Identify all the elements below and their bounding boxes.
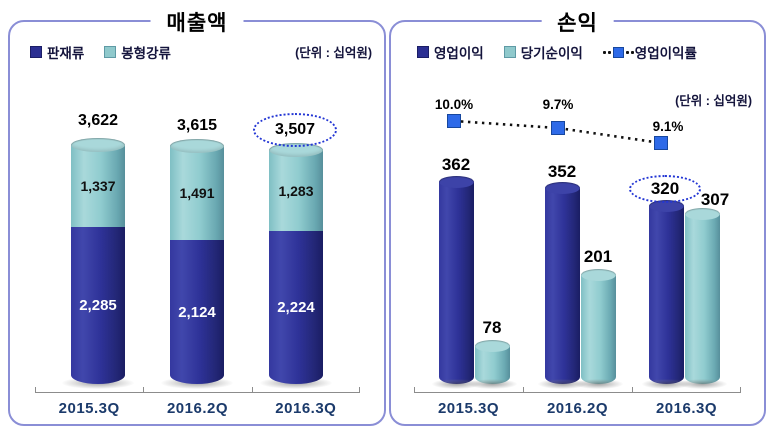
plate-series-label: 판재류 <box>47 46 85 61</box>
operating-profit-bar-2016-3q <box>642 200 691 389</box>
legend-item-plate: 판재류 <box>30 42 84 62</box>
profit-x-axis <box>414 387 741 393</box>
revenue-bar-2016-3q: 1,283 2,224 <box>260 143 332 389</box>
profit-panel-title: 손익 <box>541 7 614 37</box>
x-label-2016-3q: 2016.3Q <box>275 400 337 417</box>
profit-legend: 영업이익 당기순이익 영업이익률 <box>417 42 697 62</box>
longsteel-value-2016-3q: 1,283 <box>278 182 314 199</box>
revenue-highlight-ellipse: 3,507 <box>253 113 337 147</box>
plate-value-2016-3q: 2,224 <box>277 299 315 316</box>
profit-unit-label: (단위 : 십억원) <box>675 94 752 108</box>
profit-x-labels: 2015.3Q 2016.2Q 2016.3Q <box>414 400 741 417</box>
x-label-2016-2q: 2016.2Q <box>166 400 229 417</box>
plate-value-2016-2q: 2,124 <box>178 303 216 321</box>
margin-marker-2016-2q <box>551 121 565 135</box>
revenue-total-2016-2q: 3,615 <box>176 117 218 134</box>
margin-line-chart <box>447 114 668 150</box>
axis-tick <box>143 387 145 393</box>
margin-value-2016-2q: 9.7% <box>542 97 574 112</box>
axis-tick <box>359 387 360 393</box>
legend-item-longsteel: 봉형강류 <box>104 42 171 62</box>
margin-value-2015-3q: 10.0% <box>434 97 474 112</box>
revenue-legend: 판재류 봉형강류 <box>30 42 171 62</box>
longsteel-segment-2016-3q: 1,283 <box>269 143 323 231</box>
profit-panel: 손익 영업이익 당기순이익 영업이익률 (단위 : 십억원) <box>389 7 766 426</box>
margin-line-marker-icon <box>602 46 634 58</box>
legend-item-net-profit: 당기순이익 <box>503 42 583 62</box>
longsteel-segment-2015-3q: 1,337 <box>71 138 125 227</box>
longsteel-value-2015-3q: 1,337 <box>80 178 116 194</box>
x-label-2016-2q: 2016.2Q <box>546 400 609 417</box>
revenue-x-axis <box>35 387 360 393</box>
revenue-x-labels: 2015.3Q 2016.2Q 2016.3Q <box>35 400 360 417</box>
axis-tick <box>740 387 741 393</box>
axis-tick <box>251 387 253 393</box>
operating-profit-bar-2015-3q <box>432 176 481 389</box>
revenue-unit-label: (단위 : 십억원) <box>295 46 372 60</box>
operating-profit-label: 영업이익 <box>434 46 484 61</box>
longsteel-series-label: 봉형강류 <box>121 46 171 61</box>
axis-tick <box>631 387 633 393</box>
axis-tick <box>35 387 36 393</box>
axis-tick <box>414 387 415 393</box>
longsteel-series-swatch <box>104 46 117 58</box>
operating-profit-bar-2016-2q <box>538 182 587 389</box>
revenue-panel: 매출액 판재류 봉형강류 (단위 : 십억원) 3,622 3,615 3,50… <box>8 7 386 426</box>
net-profit-value-2016-2q: 201 <box>583 247 613 266</box>
legend-item-operating-profit: 영업이익 <box>417 42 484 62</box>
x-label-2016-3q: 2016.3Q <box>655 400 718 417</box>
axis-tick <box>522 387 524 393</box>
plate-segment-2015-3q: 2,285 <box>71 227 125 384</box>
revenue-bar-2015-3q: 1,337 2,285 <box>62 138 134 389</box>
revenue-total-2015-3q: 3,622 <box>77 112 119 129</box>
operating-profit-value-2016-3q: 320 <box>650 179 680 198</box>
net-profit-value-2015-3q: 78 <box>482 318 502 337</box>
plate-segment-2016-3q: 2,224 <box>269 231 323 384</box>
plate-segment-2016-2q: 2,124 <box>170 240 224 384</box>
x-label-2015-3q: 2015.3Q <box>58 400 120 417</box>
plate-value-2015-3q: 2,285 <box>79 297 117 314</box>
revenue-panel-title: 매출액 <box>150 7 244 37</box>
net-profit-bar-2015-3q <box>468 340 517 389</box>
net-profit-bar-2016-2q <box>574 269 623 389</box>
operating-profit-value-2016-2q: 352 <box>547 162 577 181</box>
operating-profit-value-2015-3q: 362 <box>441 155 471 174</box>
net-profit-bar-2016-3q <box>678 208 727 389</box>
net-profit-swatch <box>503 46 516 58</box>
revenue-bar-2016-2q: 1,491 2,124 <box>161 139 233 389</box>
net-profit-value-2016-3q: 307 <box>700 190 730 209</box>
profit-highlight-ellipse: 320 <box>629 175 701 203</box>
plate-series-swatch <box>30 46 42 58</box>
longsteel-value-2016-2q: 1,491 <box>179 185 215 201</box>
margin-marker-2016-3q <box>654 136 668 150</box>
revenue-total-2016-3q: 3,507 <box>274 121 316 138</box>
net-profit-label: 당기순이익 <box>520 46 583 61</box>
margin-label: 영업이익률 <box>634 46 697 61</box>
margin-value-2016-3q: 9.1% <box>652 119 684 134</box>
legend-item-margin: 영업이익률 <box>602 42 697 62</box>
x-label-2015-3q: 2015.3Q <box>437 400 500 417</box>
margin-marker-2015-3q <box>447 114 461 128</box>
longsteel-segment-2016-2q: 1,491 <box>170 139 224 240</box>
operating-profit-swatch <box>417 46 429 58</box>
